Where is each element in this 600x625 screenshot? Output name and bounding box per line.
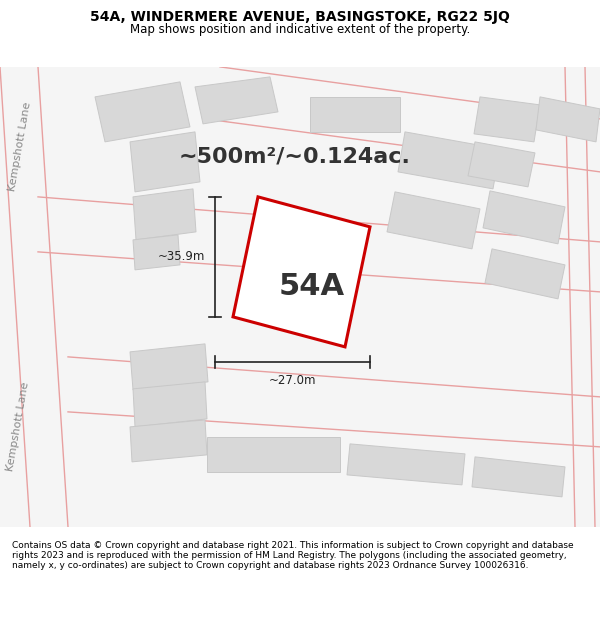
Polygon shape	[474, 97, 540, 142]
Polygon shape	[265, 257, 320, 317]
Polygon shape	[133, 235, 180, 270]
Polygon shape	[468, 142, 535, 187]
Polygon shape	[130, 420, 207, 462]
Polygon shape	[387, 192, 480, 249]
Text: ~500m²/~0.124ac.: ~500m²/~0.124ac.	[179, 147, 411, 167]
Text: Kempshott Lane: Kempshott Lane	[5, 381, 31, 472]
Text: 54A: 54A	[278, 272, 344, 301]
Polygon shape	[398, 132, 500, 189]
Polygon shape	[472, 457, 565, 497]
Text: 54A, WINDERMERE AVENUE, BASINGSTOKE, RG22 5JQ: 54A, WINDERMERE AVENUE, BASINGSTOKE, RG2…	[90, 11, 510, 24]
Polygon shape	[133, 189, 196, 240]
Text: ~35.9m: ~35.9m	[158, 251, 205, 263]
Polygon shape	[310, 97, 400, 132]
Polygon shape	[130, 132, 200, 192]
Polygon shape	[233, 197, 370, 347]
Polygon shape	[95, 82, 190, 142]
Polygon shape	[347, 444, 465, 485]
Polygon shape	[133, 382, 207, 427]
Polygon shape	[485, 249, 565, 299]
Text: Map shows position and indicative extent of the property.: Map shows position and indicative extent…	[130, 24, 470, 36]
Text: Contains OS data © Crown copyright and database right 2021. This information is : Contains OS data © Crown copyright and d…	[12, 541, 574, 571]
Polygon shape	[195, 77, 278, 124]
Text: ~27.0m: ~27.0m	[269, 374, 316, 387]
Polygon shape	[536, 97, 600, 142]
Polygon shape	[483, 191, 565, 244]
Polygon shape	[130, 344, 208, 390]
Polygon shape	[260, 217, 340, 272]
Text: Kempshott Lane: Kempshott Lane	[7, 101, 33, 192]
Polygon shape	[207, 437, 340, 472]
